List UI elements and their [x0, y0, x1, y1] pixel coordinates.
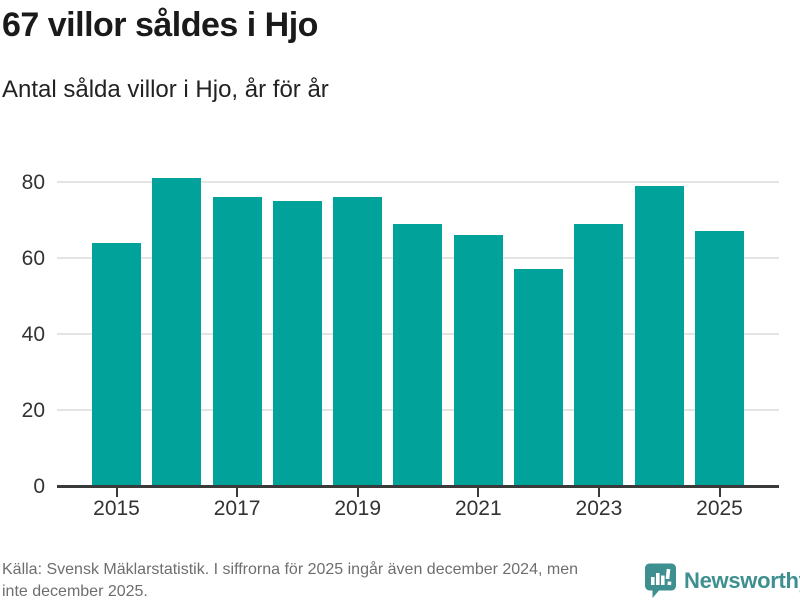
- newsworthy-speech-bubble-chart-icon: [644, 562, 677, 599]
- source-note-line2: inte december 2025.: [2, 583, 148, 600]
- x-axis-label-2025: 2025: [696, 497, 743, 520]
- bar-2022: [514, 269, 564, 486]
- x-axis-line: [57, 485, 779, 488]
- bar-2020: [393, 224, 443, 486]
- x-tick-2015: [115, 488, 118, 497]
- x-tick-2017: [236, 488, 239, 497]
- newsworthy-logo[interactable]: Newsworthy: [644, 562, 800, 599]
- y-axis-label-40: 40: [21, 323, 45, 346]
- source-note-line1: Källa: Svensk Mäklarstatistik. I siffror…: [2, 561, 578, 578]
- bar-series: [57, 178, 779, 486]
- bar-2017: [212, 197, 262, 486]
- bar-2015: [92, 243, 141, 486]
- source-note: Källa: Svensk Mäklarstatistik. I siffror…: [2, 559, 578, 603]
- bar-2021: [453, 235, 503, 486]
- chart-subtitle: Antal sålda villor i Hjo, år för år: [2, 76, 329, 103]
- bar-2016: [152, 178, 202, 486]
- x-tick-2021: [477, 488, 480, 497]
- y-axis-label-0: 0: [33, 475, 45, 498]
- x-axis-label-2019: 2019: [334, 497, 382, 520]
- bar-2019: [333, 197, 383, 486]
- x-axis-label-2015: 2015: [93, 497, 140, 520]
- x-tick-2023: [597, 488, 600, 497]
- x-axis-label-2021: 2021: [454, 497, 502, 520]
- bar-2025: [694, 231, 744, 486]
- x-axis-label-2023: 2023: [575, 497, 623, 520]
- chart-title: 67 villor såldes i Hjo: [2, 6, 318, 44]
- y-axis-label-60: 60: [21, 247, 45, 270]
- bar-2024: [634, 186, 684, 486]
- bar-2018: [272, 201, 322, 486]
- gridline-80: [57, 181, 779, 183]
- x-axis-label-2017: 2017: [213, 497, 261, 520]
- x-tick-2025: [718, 488, 721, 497]
- bar-2023: [574, 224, 624, 486]
- y-axis-label-80: 80: [21, 171, 45, 194]
- newsworthy-wordmark: Newsworthy: [684, 567, 800, 593]
- x-tick-2019: [356, 488, 359, 497]
- y-axis-label-20: 20: [21, 399, 45, 422]
